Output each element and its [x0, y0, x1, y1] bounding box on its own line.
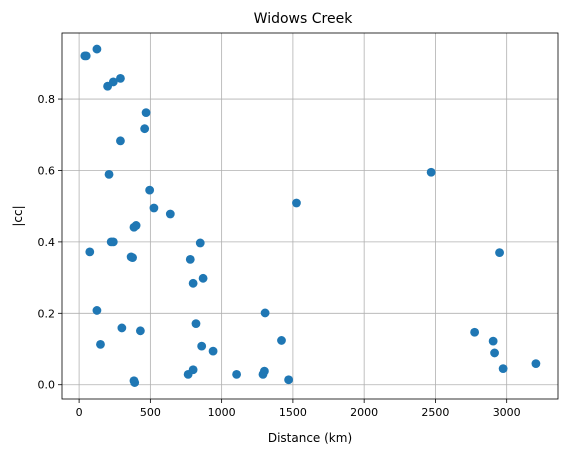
scatter-point: [426, 167, 436, 177]
scatter-point: [140, 124, 150, 134]
y-tick-label: 0.2: [38, 307, 56, 320]
scatter-point: [116, 136, 125, 146]
y-tick-label: 0.4: [38, 236, 56, 249]
x-tick-label: 2000: [350, 406, 378, 419]
scatter-point: [85, 247, 95, 257]
scatter-point: [135, 326, 145, 336]
scatter-point: [195, 238, 205, 248]
scatter-point: [232, 369, 241, 379]
x-tick-label: 1500: [279, 406, 307, 419]
scatter-point: [149, 203, 159, 213]
x-tick-label: 500: [140, 406, 161, 419]
scatter-point: [117, 323, 127, 333]
data-points: [80, 44, 541, 387]
scatter-point: [531, 359, 541, 369]
axis-ticks: 0 500 1000 1500 2000 2500 3000 0.0 0.2 0.4 0.6 0.8: [38, 93, 521, 419]
y-tick-label: 0.6: [38, 164, 56, 177]
scatter-point: [108, 237, 118, 247]
x-tick-label: 3000: [493, 406, 521, 419]
scatter-point: [116, 73, 125, 83]
scatter-point: [191, 319, 201, 329]
scatter-point: [197, 341, 207, 351]
x-tick-label: 1000: [208, 406, 236, 419]
scatter-point: [284, 375, 294, 385]
scatter-point: [92, 306, 102, 315]
scatter-point: [498, 364, 508, 374]
scatter-point: [92, 44, 102, 54]
scatter-point: [130, 378, 140, 387]
scatter-point: [183, 369, 193, 379]
x-axis-label: Distance (km): [268, 431, 352, 445]
scatter-point: [129, 222, 139, 232]
scatter-point: [185, 254, 195, 264]
chart-title: Widows Creek: [254, 11, 354, 27]
x-tick-label: 0: [76, 406, 83, 419]
scatter-point: [108, 77, 118, 87]
x-tick-label: 2500: [421, 406, 449, 419]
scatter-point: [104, 170, 114, 179]
scatter-point: [292, 198, 301, 208]
scatter-point: [208, 346, 218, 356]
scatter-point: [495, 248, 504, 257]
y-axis-label: |cc|: [11, 205, 25, 226]
scatter-point: [258, 369, 268, 379]
scatter-point: [277, 336, 286, 345]
scatter-point: [81, 51, 91, 61]
scatter-point: [198, 273, 208, 283]
y-tick-label: 0.8: [38, 93, 56, 106]
scatter-point: [490, 348, 499, 358]
scatter-point: [165, 209, 175, 219]
scatter-point: [470, 327, 480, 337]
plot-frame: [61, 32, 559, 400]
scatter-point: [488, 336, 498, 346]
scatter-point: [141, 108, 151, 118]
scatter-point: [128, 253, 137, 262]
scatter-point: [260, 308, 270, 318]
scatter-point: [96, 339, 105, 349]
scatter-point: [145, 185, 155, 195]
scatter-point: [188, 278, 198, 288]
grid-lines: [62, 33, 558, 399]
y-tick-label: 0.0: [38, 379, 56, 392]
